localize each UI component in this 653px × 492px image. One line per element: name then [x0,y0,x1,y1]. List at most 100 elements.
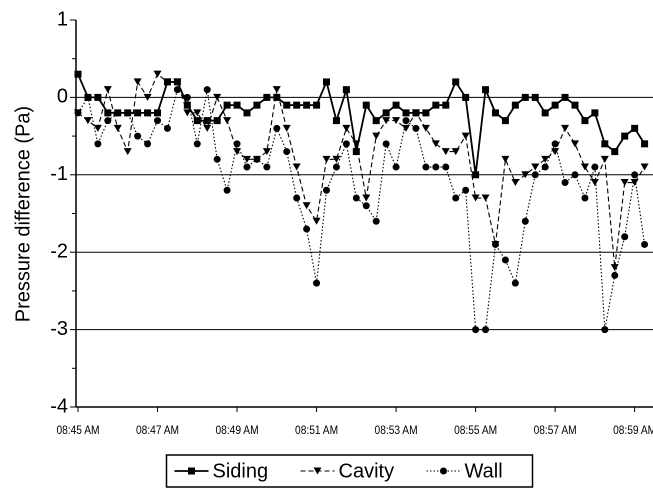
data-point [521,93,529,101]
data-point [392,117,401,125]
data-point [253,155,261,163]
x-tick-label: 08:55 AM [454,424,497,437]
data-point [113,124,122,132]
y-tick-label: -2 [50,240,68,262]
data-point [462,93,470,101]
data-point [242,155,251,163]
data-point [541,163,549,171]
data-point [223,117,232,125]
data-point [501,117,509,125]
data-point [223,101,231,109]
data-point [611,271,619,279]
data-point [94,140,102,148]
y-tick-label: 1 [57,8,68,30]
data-point [282,124,291,132]
data-point [323,186,330,194]
data-point [392,163,400,171]
data-point [352,148,360,156]
y-tick-label: -4 [50,395,68,417]
data-point [104,117,112,125]
data-point [531,93,539,101]
data-point [511,101,519,109]
data-point [303,225,311,233]
data-point [481,194,490,202]
data-point [580,163,589,171]
series-line [77,73,646,175]
x-tick-label: 08:57 AM [534,424,577,437]
data-point [123,148,132,156]
x-tick-label: 08:47 AM [136,424,179,437]
data-point [511,179,520,187]
data-point [551,101,559,109]
data-point [243,163,251,171]
data-point [402,109,410,117]
data-point [601,140,609,148]
data-point [292,163,301,171]
data-point [213,117,221,125]
data-point [362,101,370,109]
data-point [133,78,142,86]
data-point [382,117,391,125]
legend-marker [188,467,195,475]
data-point [83,117,92,125]
data-point [521,171,530,179]
y-tick-label: -1 [50,163,68,185]
data-point [93,124,102,132]
data-point [411,109,420,117]
data-point [621,233,629,241]
data-point [461,132,470,140]
data-point [103,86,112,94]
data-point [263,93,271,101]
data-point [641,140,649,148]
data-point [233,148,242,156]
data-point [402,117,410,125]
data-point [154,109,162,117]
data-point [441,148,450,156]
data-point [452,78,460,86]
data-point [94,93,102,101]
data-point [501,256,509,264]
data-point [283,101,291,109]
data-point [183,101,191,109]
legend-label: Cavity [339,460,395,482]
data-point [74,70,82,78]
data-point [641,240,649,248]
data-point [501,155,510,163]
data-point [213,155,221,163]
data-point [601,326,609,334]
data-point [541,109,549,117]
data-point [154,117,162,125]
data-point [591,109,599,117]
legend-label: Wall [465,460,503,482]
data-point [283,148,291,156]
data-point [233,140,241,148]
data-point [372,117,380,125]
data-point [581,194,589,202]
data-point [422,163,430,171]
data-point [372,217,380,225]
data-point [263,163,271,171]
data-point [561,124,570,132]
series-line [77,73,646,268]
data-point [571,171,579,179]
data-point [272,86,281,94]
data-point [571,140,579,148]
data-point [620,179,629,187]
data-point [511,279,519,287]
legend: Siding Cavity Wall [165,454,534,488]
data-point [233,101,241,109]
data-point [332,117,340,125]
data-point [491,109,499,117]
y-tick-label: 0 [57,86,68,108]
data-point [303,101,311,109]
data-point [581,117,589,125]
data-point [590,179,599,187]
data-point [213,93,222,101]
data-point [462,186,470,194]
data-point [134,109,142,117]
data-point [203,124,212,132]
data-point [541,155,550,163]
data-point [431,140,440,148]
data-point [640,163,649,171]
